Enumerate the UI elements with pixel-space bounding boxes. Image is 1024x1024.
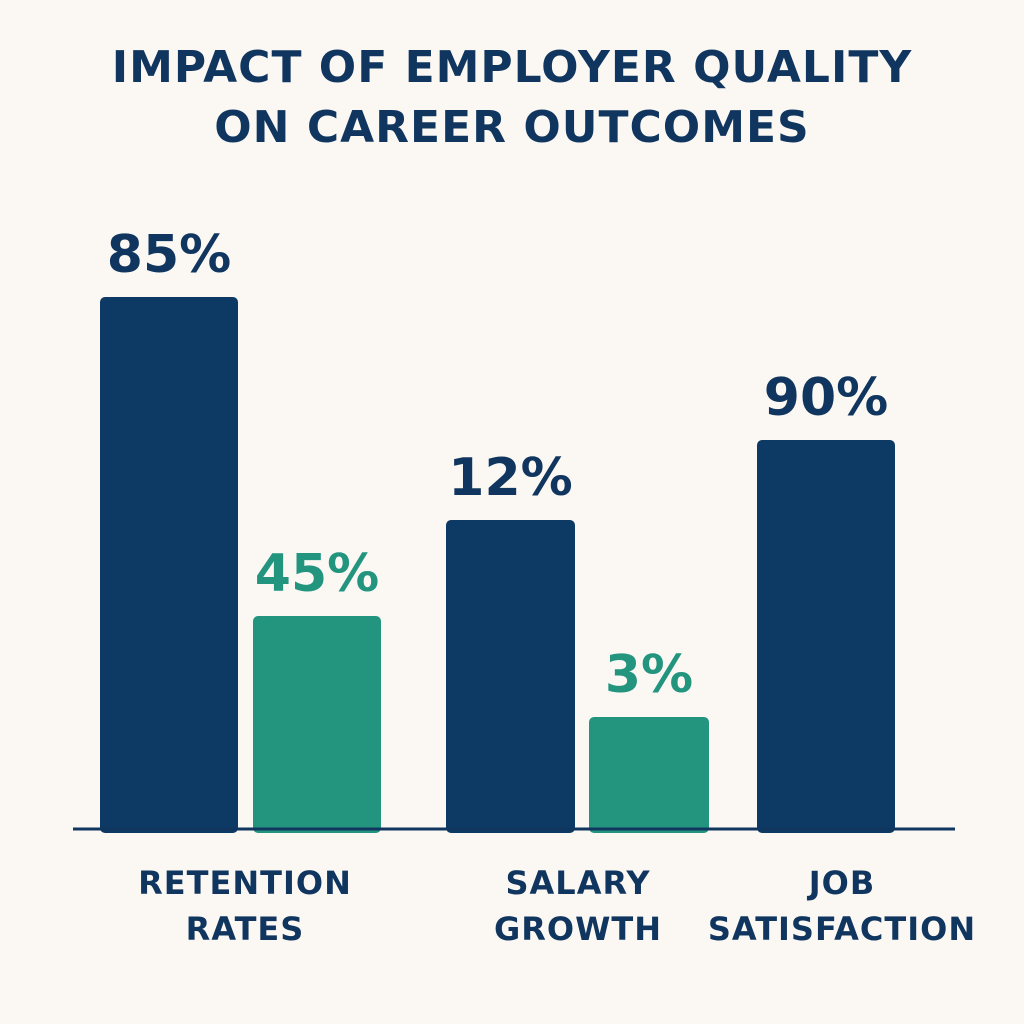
data-label-4: 90% (764, 368, 888, 428)
data-label-3: 3% (605, 645, 693, 705)
bar-high-quality-4 (757, 440, 895, 833)
data-label-1: 45% (255, 544, 379, 604)
category-label-line: SATISFACTION (707, 910, 977, 948)
category-label-line: RETENTION (138, 864, 352, 902)
category-label-line: GROWTH (493, 910, 662, 948)
category-label-retention: RETENTION RATES (95, 860, 395, 952)
bar-low-quality-1 (253, 616, 381, 833)
data-label-0: 85% (107, 225, 231, 285)
chart-title-line-1: IMPACT OF EMPLOYER QUALITY (111, 42, 913, 93)
category-label-job-satisfaction: JOB SATISFACTION (692, 860, 992, 952)
data-label-2: 12% (448, 448, 572, 508)
bar-high-quality-0 (100, 297, 238, 833)
category-label-line: SALARY (505, 864, 651, 902)
category-label-line: JOB (808, 864, 876, 902)
category-label-salary: SALARY GROWTH (428, 860, 728, 952)
bar-high-quality-2 (446, 520, 575, 833)
bar-low-quality-3 (589, 717, 709, 833)
category-label-line: RATES (185, 910, 305, 948)
chart-title-line-2: ON CAREER OUTCOMES (214, 102, 810, 153)
